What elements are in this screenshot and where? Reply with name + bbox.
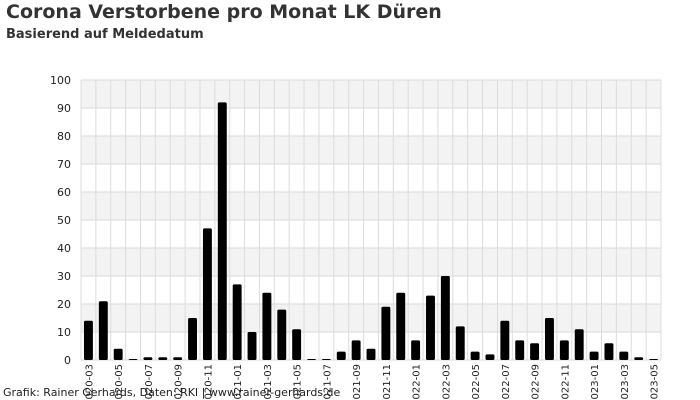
grid-band	[81, 80, 661, 108]
x-tick-label: 2021-03	[263, 364, 274, 400]
bar	[485, 354, 495, 360]
x-tick-label: 2023-03	[620, 364, 631, 400]
x-tick-label: 2022-05	[471, 364, 482, 400]
y-tick-label: 60	[57, 186, 71, 199]
bar	[232, 284, 242, 360]
grid-band	[81, 248, 661, 276]
x-tick-label: 2023-05	[650, 364, 661, 400]
y-axis: 0 10 20 30 40 50 60 70 80 90 100	[50, 74, 71, 367]
bar	[500, 320, 510, 360]
y-tick-label: 30	[57, 270, 71, 283]
x-tick-label: 2021-11	[382, 364, 393, 400]
bar	[83, 320, 93, 360]
x-tick-label: 2020-09	[174, 364, 185, 400]
bar	[574, 329, 584, 360]
bar	[336, 351, 346, 360]
x-tick-label: 2021-05	[293, 364, 304, 400]
bar	[470, 351, 480, 360]
bar	[217, 102, 227, 361]
x-tick-label: 2022-03	[441, 364, 452, 400]
grid-band	[81, 304, 661, 332]
y-tick-label: 0	[64, 354, 71, 367]
x-axis: 2020-03 2020-05 2020-07 2020-09 2020-11 2021-…	[84, 364, 660, 400]
y-tick-label: 20	[57, 298, 71, 311]
grid-band	[81, 192, 661, 220]
bar	[634, 357, 644, 360]
bar	[277, 309, 287, 360]
grid-band	[81, 276, 661, 304]
bar	[381, 306, 391, 360]
bar	[262, 292, 272, 360]
x-tick-label: 2022-07	[501, 364, 512, 400]
bar	[455, 326, 465, 360]
x-tick-label: 2020-03	[84, 364, 95, 400]
bar	[173, 357, 183, 360]
x-tick-label: 2020-05	[114, 364, 125, 400]
bar	[113, 348, 123, 360]
bar	[128, 359, 138, 360]
y-tick-label: 70	[57, 158, 71, 171]
y-tick-label: 90	[57, 102, 71, 115]
bar	[247, 332, 257, 360]
x-tick-label: 2022-01	[412, 364, 423, 400]
bar	[619, 351, 629, 360]
x-tick-label: 2022-11	[560, 364, 571, 400]
bar	[411, 340, 421, 360]
bar	[545, 318, 554, 360]
source-credit: Grafik: Rainer Gerhards, Daten: RKI | ww…	[3, 386, 341, 399]
bar	[396, 292, 406, 360]
y-tick-label: 50	[57, 214, 71, 227]
bar	[321, 359, 331, 360]
grid-band	[81, 136, 661, 164]
y-tick-label: 40	[57, 242, 71, 255]
bar	[440, 276, 450, 360]
y-tick-label: 10	[57, 326, 71, 339]
x-tick-label: 2020-07	[144, 364, 155, 400]
grid-lines	[80, 79, 662, 361]
bar	[98, 301, 108, 360]
bar	[292, 329, 302, 360]
y-tick-label: 100	[50, 74, 71, 87]
bar	[426, 295, 435, 360]
bar	[604, 343, 614, 360]
y-tick-label: 80	[57, 130, 71, 143]
bar	[515, 340, 525, 360]
bar	[649, 359, 659, 360]
grid-band	[81, 220, 661, 248]
bar	[351, 340, 361, 360]
grid-band	[81, 108, 661, 136]
grid-band	[81, 164, 661, 192]
x-tick-label: 2023-01	[590, 364, 601, 400]
bar	[589, 351, 599, 360]
bar	[188, 318, 197, 360]
bar	[530, 343, 540, 360]
x-tick-label: 2022-09	[531, 364, 542, 400]
bars	[83, 102, 659, 361]
bar	[202, 228, 212, 360]
bar	[158, 357, 168, 360]
chart-subtitle: Basierend auf Meldedatum	[6, 27, 204, 42]
x-tick-label: 2021-09	[352, 364, 363, 400]
bar	[559, 340, 569, 360]
bar	[307, 359, 316, 360]
chart-title: Corona Verstorbene pro Monat LK Düren	[6, 1, 442, 23]
x-tick-label: 2021-01	[233, 364, 244, 400]
x-tick-label: 2020-11	[203, 364, 214, 400]
bar	[143, 357, 153, 360]
bar	[366, 348, 376, 360]
x-tick-label: 2021-07	[322, 364, 333, 400]
